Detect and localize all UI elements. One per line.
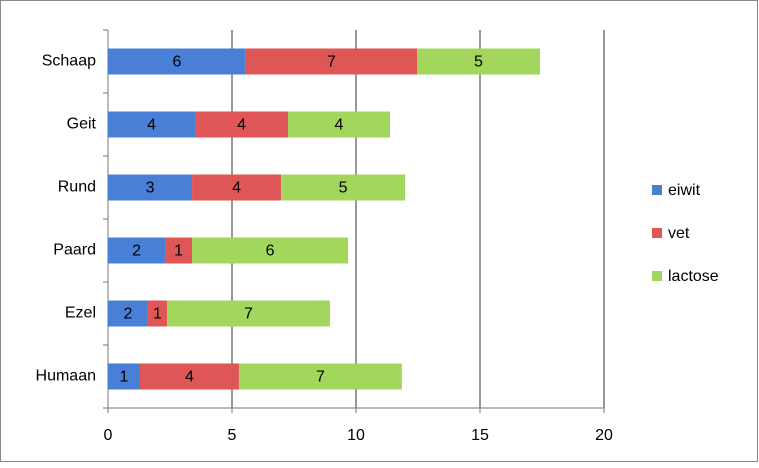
- data-label: 5: [474, 54, 483, 71]
- bar-segment: [288, 111, 390, 138]
- data-label: 1: [153, 306, 162, 323]
- bar-segment: [238, 363, 402, 390]
- x-tick-label: 20: [595, 427, 613, 444]
- bar-segment: [195, 111, 289, 138]
- data-label: 4: [185, 369, 194, 386]
- y-tick-label: Paard: [53, 242, 96, 259]
- bar-segment: [281, 174, 406, 201]
- data-label: 4: [237, 117, 246, 134]
- legend-swatch: [652, 271, 662, 281]
- y-tick-label: Rund: [58, 179, 96, 196]
- bar-segment: [108, 174, 193, 201]
- data-label: 4: [335, 117, 344, 134]
- legend-label: lactose: [668, 268, 719, 285]
- data-label: 7: [327, 54, 336, 71]
- y-tick-label: Geit: [67, 116, 97, 133]
- x-tick-label: 15: [471, 427, 489, 444]
- legend-label: eiwit: [668, 182, 701, 199]
- x-tick-label: 5: [228, 427, 237, 444]
- data-label: 1: [174, 243, 183, 260]
- legend-swatch: [652, 185, 662, 195]
- bar-segment: [165, 237, 193, 264]
- bar-segment: [167, 300, 330, 327]
- data-label: 5: [339, 180, 348, 197]
- bar-segment: [108, 237, 166, 264]
- y-tick-label: Schaap: [42, 53, 96, 70]
- bar-segment: [108, 111, 196, 138]
- data-label: 1: [120, 369, 129, 386]
- bar-segment: [417, 48, 541, 75]
- x-tick-label: 0: [104, 427, 113, 444]
- data-label: 7: [244, 306, 253, 323]
- data-label: 4: [232, 180, 241, 197]
- data-label: 6: [172, 54, 181, 71]
- bar-segment: [139, 363, 239, 390]
- x-tick-label: 10: [347, 427, 365, 444]
- y-tick-label: Ezel: [65, 305, 96, 322]
- legend-swatch: [652, 228, 662, 238]
- data-label: 4: [147, 117, 156, 134]
- y-tick-label: Humaan: [36, 368, 96, 385]
- bar-segment: [108, 300, 148, 327]
- legend-label: vet: [668, 225, 690, 242]
- bar-segment: [245, 48, 418, 75]
- bar-segment: [192, 174, 282, 201]
- data-label: 7: [316, 369, 325, 386]
- bar-segment: [147, 300, 168, 327]
- data-label: 3: [146, 180, 155, 197]
- bar-segment: [192, 237, 349, 264]
- bar-segment: [108, 48, 246, 75]
- data-label: 2: [132, 243, 141, 260]
- data-label: 6: [266, 243, 275, 260]
- data-label: 2: [124, 306, 133, 323]
- bar-segment: [108, 363, 140, 390]
